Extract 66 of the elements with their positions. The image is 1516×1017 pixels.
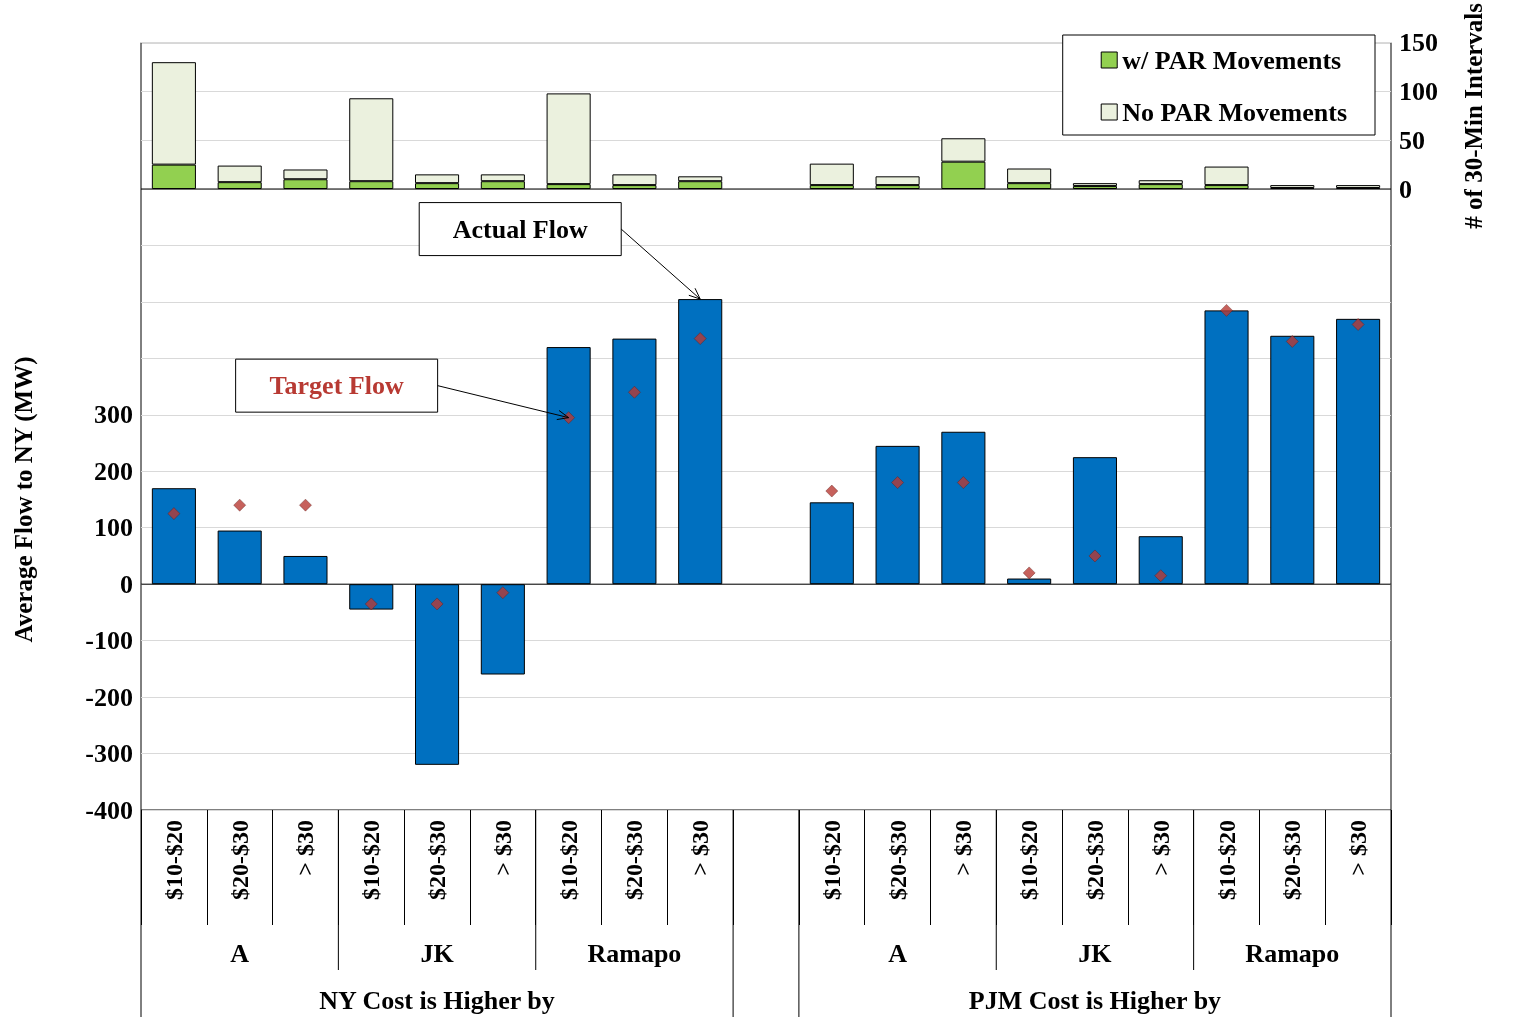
y-tick-label: 200 <box>94 456 133 486</box>
point <box>628 385 641 399</box>
bar <box>875 176 920 186</box>
text: A <box>888 938 908 968</box>
x-tick-label: $20-$30 <box>884 820 911 900</box>
bar <box>809 163 854 186</box>
x-tick-label: > $30 <box>1147 820 1174 876</box>
y-axis-title: Average Flow to NY (MW) <box>10 356 38 643</box>
x-tick-label: > $30 <box>292 820 319 876</box>
point <box>825 484 839 498</box>
legend-label: No PAR Movements <box>1122 97 1347 127</box>
x-tick-label: $10-$20 <box>1016 820 1043 900</box>
point <box>167 507 181 520</box>
x-tick-label: $10-$20 <box>160 820 187 900</box>
x-tick-label: > $30 <box>1345 820 1372 876</box>
point <box>1351 318 1365 331</box>
bar <box>1204 166 1249 186</box>
legend-label: w/ PAR Movements <box>1122 45 1342 75</box>
x-tick-label: $20-$30 <box>1081 820 1108 900</box>
x-tick-label: $10-$20 <box>358 820 385 900</box>
text: NY Cost is Higher by <box>319 985 555 1015</box>
x-tick-label: $20-$30 <box>226 820 253 900</box>
point <box>1286 335 1299 348</box>
y2-tick-label: 0 <box>1399 174 1412 204</box>
x-tick-label: $10-$20 <box>1213 820 1240 900</box>
y2-axis-title: # of 30-Min Intervals <box>1460 2 1487 229</box>
x-tick-label: > $30 <box>489 820 516 876</box>
point <box>430 597 444 611</box>
point <box>1088 549 1102 563</box>
point <box>233 498 246 512</box>
y-tick-label: -400 <box>85 795 133 825</box>
bar <box>612 174 657 186</box>
x-tick-label: > $30 <box>687 820 714 876</box>
text: Target Flow <box>269 371 404 401</box>
text: Actual Flow <box>452 214 588 244</box>
y2-tick-label: 100 <box>1399 76 1438 106</box>
y2-tick-label: 150 <box>1399 28 1438 58</box>
x-tick-label: $20-$30 <box>1279 820 1306 900</box>
point <box>957 476 970 489</box>
x-tick-label: $20-$30 <box>621 820 648 900</box>
text: Ramapo <box>587 938 682 968</box>
text: JK <box>1078 938 1113 968</box>
y-tick-label: 300 <box>94 400 133 430</box>
x-tick-label: $10-$20 <box>555 820 582 900</box>
text: A <box>230 938 250 968</box>
text: Ramapo <box>1245 938 1340 968</box>
y-tick-label: 100 <box>94 513 133 543</box>
point <box>1154 569 1167 582</box>
y2-tick-label: 50 <box>1399 125 1425 155</box>
point <box>891 476 904 489</box>
x-tick-label: $10-$20 <box>818 820 845 900</box>
x-tick-label: > $30 <box>950 820 977 876</box>
point <box>693 332 707 345</box>
text: JK <box>420 938 455 968</box>
y-tick-label: -300 <box>85 739 133 769</box>
y-tick-label: -100 <box>85 626 133 656</box>
bar <box>546 93 591 185</box>
point <box>496 586 510 599</box>
text: PJM Cost is Higher by <box>968 985 1222 1015</box>
y-tick-label: 0 <box>120 569 133 599</box>
point <box>1220 304 1233 317</box>
x-tick-label: $20-$30 <box>424 820 451 900</box>
point <box>1022 566 1036 580</box>
y-tick-label: -200 <box>85 682 133 712</box>
point <box>299 498 312 512</box>
bar <box>1138 180 1183 185</box>
